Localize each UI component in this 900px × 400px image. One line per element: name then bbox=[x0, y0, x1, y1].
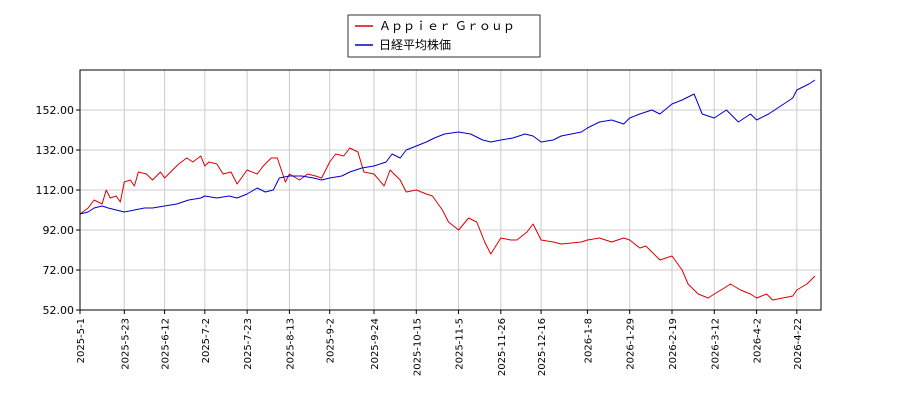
x-tick-label: 2025-5-23 bbox=[120, 318, 131, 370]
y-tick-label: 132.00 bbox=[36, 144, 75, 157]
x-tick-label: 2025-11-5 bbox=[455, 318, 466, 370]
legend-label-appier: Ａｐｐｉｅｒ Ｇｒｏｕｐ bbox=[379, 19, 515, 33]
x-tick-label: 2025-12-16 bbox=[537, 318, 548, 376]
y-tick-label: 92.00 bbox=[43, 224, 75, 237]
grid bbox=[79, 70, 821, 311]
x-tick-label: 2026-3-12 bbox=[710, 318, 721, 370]
x-tick-label: 2026-4-22 bbox=[793, 318, 804, 370]
series-line-nikkei bbox=[79, 79, 816, 215]
x-tick-label: 2025-8-13 bbox=[285, 318, 296, 370]
y-axis: 52.00 72.00 92.00 112.00 132.00 152.00 bbox=[36, 104, 80, 317]
x-tick-label: 2025-9-24 bbox=[370, 318, 381, 370]
x-tick-label: 2026-1-29 bbox=[626, 318, 637, 370]
y-tick-label: 72.00 bbox=[43, 264, 75, 277]
series-line-appier bbox=[79, 147, 816, 301]
x-tick-label: 2025-11-26 bbox=[497, 318, 508, 376]
x-tick-label: 2025-7-23 bbox=[243, 318, 254, 370]
x-tick-label: 2026-2-19 bbox=[668, 318, 679, 370]
x-tick-label: 2025-6-12 bbox=[161, 318, 172, 370]
legend-label-nikkei: 日経平均株価 bbox=[379, 37, 451, 52]
y-tick-label: 152.00 bbox=[36, 104, 75, 117]
x-tick-label: 2026-1-8 bbox=[583, 318, 594, 363]
x-tick-label: 2025-5-1 bbox=[76, 318, 87, 363]
x-tick-label: 2025-10-15 bbox=[412, 318, 423, 376]
x-tick-label: 2026-4-2 bbox=[753, 318, 764, 363]
x-axis: 2025-5-1 2025-5-23 2025-6-12 2025-7-2 2025-7… bbox=[76, 310, 804, 376]
series-group bbox=[79, 79, 816, 301]
x-tick-label: 2025-7-2 bbox=[201, 318, 212, 363]
legend: Ａｐｐｉｅｒ Ｇｒｏｕｐ 日経平均株価 bbox=[347, 14, 541, 58]
legend-box bbox=[347, 14, 541, 58]
x-tick-label: 2025-9-2 bbox=[326, 318, 337, 363]
y-tick-label: 112.00 bbox=[36, 184, 75, 197]
y-tick-label: 52.00 bbox=[43, 304, 75, 317]
